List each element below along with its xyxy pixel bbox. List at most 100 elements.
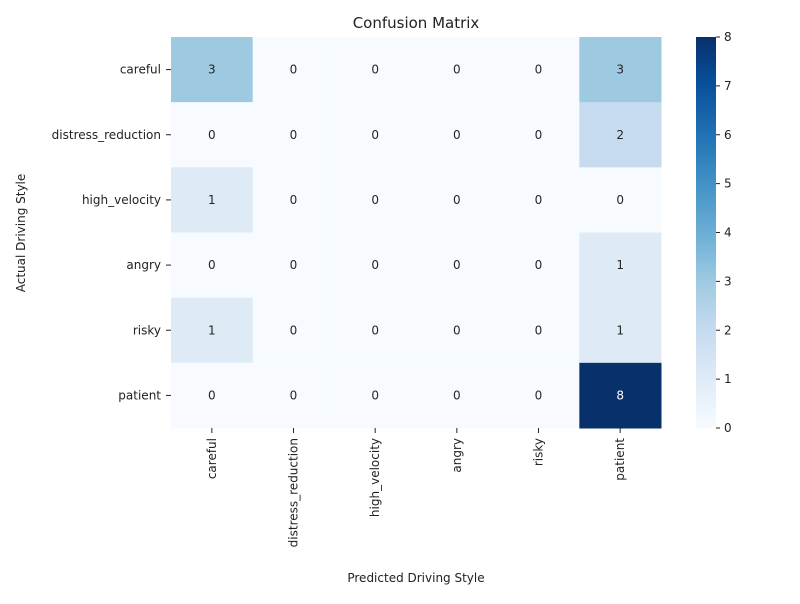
heatmap-cell <box>497 37 580 103</box>
cell-value-label: 0 <box>453 388 461 402</box>
heatmap-cell <box>334 102 417 168</box>
x-axis-label: Predicted Driving Style <box>347 571 484 585</box>
cell-value-label: 1 <box>616 323 624 337</box>
cell-value-label: 0 <box>453 323 461 337</box>
cell-value-label: 1 <box>208 323 216 337</box>
x-tick-label: angry <box>450 438 464 473</box>
colorbar-tick-label: 7 <box>724 79 732 93</box>
cell-value-label: 0 <box>616 193 624 207</box>
heatmap-cell <box>579 297 662 364</box>
heatmap-cell <box>334 297 417 364</box>
colorbar-tick-label: 1 <box>724 372 732 386</box>
cell-value-label: 0 <box>290 323 298 337</box>
colorbar-tick-label: 6 <box>724 128 732 142</box>
cell-value-label: 0 <box>453 193 461 207</box>
x-tick-label: careful <box>205 438 219 479</box>
heatmap-cell <box>416 297 499 364</box>
cell-value-label: 0 <box>371 63 379 77</box>
y-tick-label: careful <box>120 63 161 77</box>
y-axis-ticks: careful distress_reduction high_velocityan… <box>52 63 171 402</box>
cell-value-label: 0 <box>535 258 543 272</box>
x-tick-label: high_velocity <box>368 438 382 517</box>
heatmap-cell <box>252 167 335 233</box>
heatmap-cell <box>171 167 254 233</box>
heatmap-cell <box>171 362 254 429</box>
heatmap-cell <box>334 37 417 103</box>
cell-value-label: 0 <box>371 388 379 402</box>
colorbar-tick-label: 2 <box>724 323 732 337</box>
cell-value-label: 0 <box>535 323 543 337</box>
x-tick-label: risky <box>532 438 546 466</box>
heatmap-cell <box>497 102 580 168</box>
heatmap-cells: 3 0 0 0 0 3 0 0 0 0 0 2 1 0 0 0 0 0 0 0 0 0 0 1 1 0 0 0 0 1 0 0 0 0 0 8 <box>171 37 662 429</box>
cell-value-label: 0 <box>535 388 543 402</box>
heatmap-cell <box>334 167 417 233</box>
cell-value-label: 0 <box>290 193 298 207</box>
heatmap-cell <box>579 102 662 168</box>
heatmap-cell <box>416 232 499 299</box>
y-tick-label: high_velocity <box>82 193 161 207</box>
heatmap-cell <box>171 37 254 103</box>
y-tick-label: patient <box>118 388 161 402</box>
colorbar-tick-label: 8 <box>724 30 732 44</box>
heatmap-cell <box>416 167 499 233</box>
cell-value-label: 0 <box>290 128 298 142</box>
cell-value-label: 0 <box>453 63 461 77</box>
cell-value-label: 0 <box>208 128 216 142</box>
heatmap-cell <box>171 102 254 168</box>
cell-value-label: 3 <box>208 63 216 77</box>
heatmap-cell <box>252 102 335 168</box>
heatmap-cell <box>171 297 254 364</box>
heatmap-cell <box>497 297 580 364</box>
colorbar-tick-label: 5 <box>724 177 732 191</box>
y-tick-label: angry <box>126 258 161 272</box>
heatmap-cell <box>252 297 335 364</box>
y-tick-label: risky <box>133 323 161 337</box>
cell-value-label: 0 <box>290 63 298 77</box>
cell-value-label: 0 <box>453 128 461 142</box>
colorbar <box>696 37 716 428</box>
heatmap-cell <box>579 362 662 429</box>
y-axis-label: Actual Driving Style <box>14 174 28 293</box>
colorbar-tick-label: 4 <box>724 226 732 240</box>
cell-value-label: 0 <box>453 258 461 272</box>
cell-value-label: 0 <box>208 388 216 402</box>
cell-value-label: 0 <box>371 128 379 142</box>
cell-value-label: 1 <box>616 258 624 272</box>
heatmap-cell <box>579 167 662 233</box>
cell-value-label: 0 <box>535 193 543 207</box>
heatmap-cell <box>416 102 499 168</box>
heatmap-cell <box>497 232 580 299</box>
heatmap-cell <box>252 37 335 103</box>
heatmap-cell <box>171 232 254 299</box>
cell-value-label: 0 <box>371 323 379 337</box>
colorbar-tick-label: 3 <box>724 274 732 288</box>
heatmap-cell <box>416 37 499 103</box>
cell-value-label: 0 <box>290 258 298 272</box>
colorbar-tick-label: 0 <box>724 421 732 435</box>
cell-value-label: 0 <box>535 128 543 142</box>
heatmap-cell <box>497 167 580 233</box>
heatmap-cell <box>252 362 335 429</box>
x-tick-label: patient <box>613 438 627 481</box>
x-axis-ticks: careful distress_reduction high_velocity an… <box>205 428 627 547</box>
heatmap-cell <box>579 37 662 103</box>
heatmap-cell <box>334 362 417 429</box>
cell-value-label: 3 <box>616 63 624 77</box>
cell-value-label: 0 <box>371 258 379 272</box>
heatmap-cell <box>334 232 417 299</box>
cell-value-label: 2 <box>616 128 624 142</box>
heatmap-cell <box>497 362 580 429</box>
x-tick-label: distress_reduction <box>287 438 301 547</box>
colorbar-ticks: 0 1 2 3 4 5 6 7 8 <box>716 30 732 435</box>
cell-value-label: 0 <box>535 63 543 77</box>
cell-value-label: 0 <box>208 258 216 272</box>
cell-value-label: 8 <box>616 388 624 402</box>
cell-value-label: 1 <box>208 193 216 207</box>
heatmap-cell <box>416 362 499 429</box>
chart-title: Confusion Matrix <box>353 14 480 32</box>
y-tick-label: distress_reduction <box>52 128 161 142</box>
heatmap-cell <box>252 232 335 299</box>
